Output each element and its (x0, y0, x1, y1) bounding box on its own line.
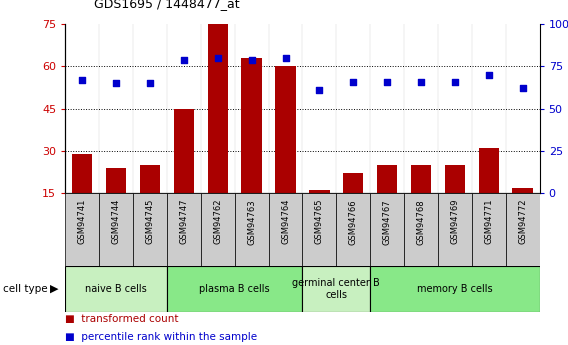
Bar (133, 193, 167, 266)
Bar (512, 188, 533, 193)
Bar (404, 193, 438, 266)
Text: ■  transformed count: ■ transformed count (65, 314, 179, 324)
Bar (167, 266, 303, 312)
Bar (99, 193, 133, 266)
Bar (411, 165, 431, 193)
Text: GSM94747: GSM94747 (179, 199, 189, 245)
Bar (106, 168, 126, 193)
Point (213, 55, 222, 61)
Point (518, 86, 527, 91)
Point (315, 87, 324, 93)
Bar (438, 193, 472, 266)
Bar (72, 154, 93, 193)
Bar (343, 174, 364, 193)
Text: ■  percentile rank within the sample: ■ percentile rank within the sample (65, 332, 257, 342)
Bar (167, 193, 201, 266)
Text: memory B cells: memory B cells (417, 284, 492, 294)
Point (247, 57, 256, 62)
Bar (472, 193, 506, 266)
Point (179, 57, 189, 62)
Text: naive B cells: naive B cells (85, 284, 147, 294)
Bar (303, 266, 370, 312)
Text: GSM94741: GSM94741 (78, 199, 87, 244)
Bar (235, 193, 269, 266)
Point (78, 77, 87, 83)
Bar (445, 165, 465, 193)
Text: GSM94765: GSM94765 (315, 199, 324, 245)
Text: GSM94744: GSM94744 (112, 199, 120, 244)
Text: GDS1695 / 1448477_at: GDS1695 / 1448477_at (94, 0, 239, 10)
Bar (140, 165, 160, 193)
Point (383, 79, 392, 85)
Text: plasma B cells: plasma B cells (199, 284, 270, 294)
Bar (506, 193, 540, 266)
Text: GSM94771: GSM94771 (485, 199, 493, 245)
Bar (174, 109, 194, 193)
Text: GSM94764: GSM94764 (281, 199, 290, 245)
Text: GSM94767: GSM94767 (383, 199, 392, 245)
Bar (65, 193, 99, 266)
Point (111, 80, 120, 86)
Text: cell type: cell type (3, 284, 48, 294)
Bar (303, 193, 336, 266)
Point (450, 79, 460, 85)
Bar (65, 266, 167, 312)
Text: germinal center B
cells: germinal center B cells (293, 278, 380, 300)
Bar (370, 266, 540, 312)
Text: GSM94745: GSM94745 (145, 199, 154, 244)
Bar (377, 165, 398, 193)
Text: GSM94766: GSM94766 (349, 199, 358, 245)
Bar (275, 66, 296, 193)
Point (145, 80, 154, 86)
Text: GSM94768: GSM94768 (416, 199, 425, 245)
Text: GSM94772: GSM94772 (518, 199, 527, 245)
Text: GSM94762: GSM94762 (213, 199, 222, 245)
Bar (208, 24, 228, 193)
Point (281, 55, 290, 61)
Text: GSM94769: GSM94769 (450, 199, 460, 245)
Point (416, 79, 425, 85)
Bar (370, 193, 404, 266)
Bar (269, 193, 303, 266)
Bar (309, 190, 329, 193)
Point (485, 72, 494, 78)
Bar (241, 58, 262, 193)
Point (349, 79, 358, 85)
Bar (336, 193, 370, 266)
Text: ▶: ▶ (50, 284, 59, 294)
Bar (201, 193, 235, 266)
Bar (479, 148, 499, 193)
Text: GSM94763: GSM94763 (247, 199, 256, 245)
